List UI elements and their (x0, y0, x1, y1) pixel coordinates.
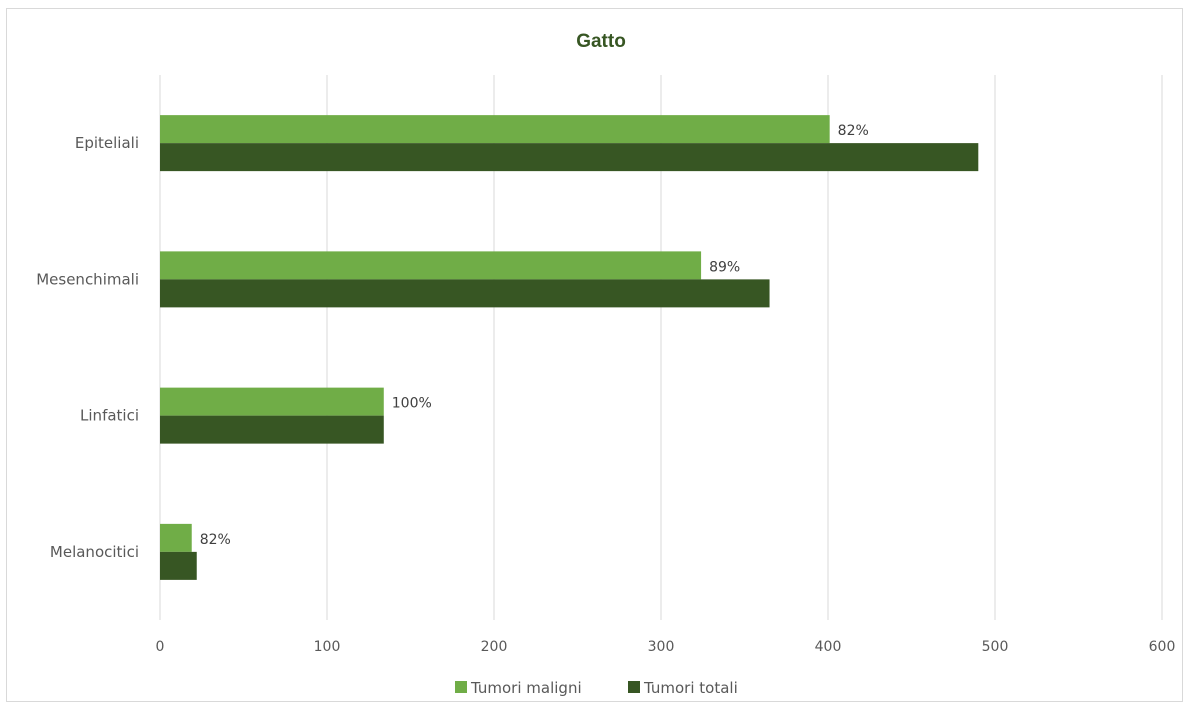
data-label: 89% (709, 259, 740, 275)
x-tick-label: 100 (314, 639, 341, 655)
category-label: Linfatici (80, 407, 139, 425)
category-labels: Epiteliali Mesenchimali Linfatici Melanocit… (36, 134, 139, 561)
x-tick-labels: 0 100 200 300 400 500 600 (156, 639, 1176, 655)
category-label: Mesenchimali (36, 270, 139, 288)
bar-tumori-maligni (160, 387, 384, 416)
category-label: Melanocitici (50, 543, 139, 561)
bar-tumori-totali (160, 143, 979, 172)
x-tick-label: 600 (1149, 639, 1176, 655)
data-labels: 82% 89% 100% 82% (200, 123, 869, 548)
legend: Tumori maligni Tumori totali (455, 679, 738, 697)
chart-title: Gatto (576, 31, 626, 52)
legend-swatch-tumori-maligni (455, 681, 467, 693)
x-tick-label: 0 (156, 639, 165, 655)
x-tick-label: 300 (648, 639, 675, 655)
data-label: 82% (838, 123, 869, 139)
data-label: 100% (392, 396, 432, 412)
x-tick-label: 200 (481, 639, 508, 655)
bar-tumori-totali (160, 415, 384, 444)
legend-label-tumori-maligni: Tumori maligni (470, 679, 582, 697)
bar-tumori-maligni (160, 523, 192, 552)
bars (160, 115, 979, 580)
bar-tumori-totali (160, 551, 197, 580)
legend-label-tumori-totali: Tumori totali (643, 679, 738, 697)
category-label: Epiteliali (75, 134, 139, 152)
x-tick-label: 500 (982, 639, 1009, 655)
bar-tumori-maligni (160, 115, 830, 144)
bar-tumori-totali (160, 279, 770, 308)
data-label: 82% (200, 532, 231, 548)
x-tick-label: 400 (815, 639, 842, 655)
legend-swatch-tumori-totali (628, 681, 640, 693)
bar-tumori-maligni (160, 251, 702, 280)
